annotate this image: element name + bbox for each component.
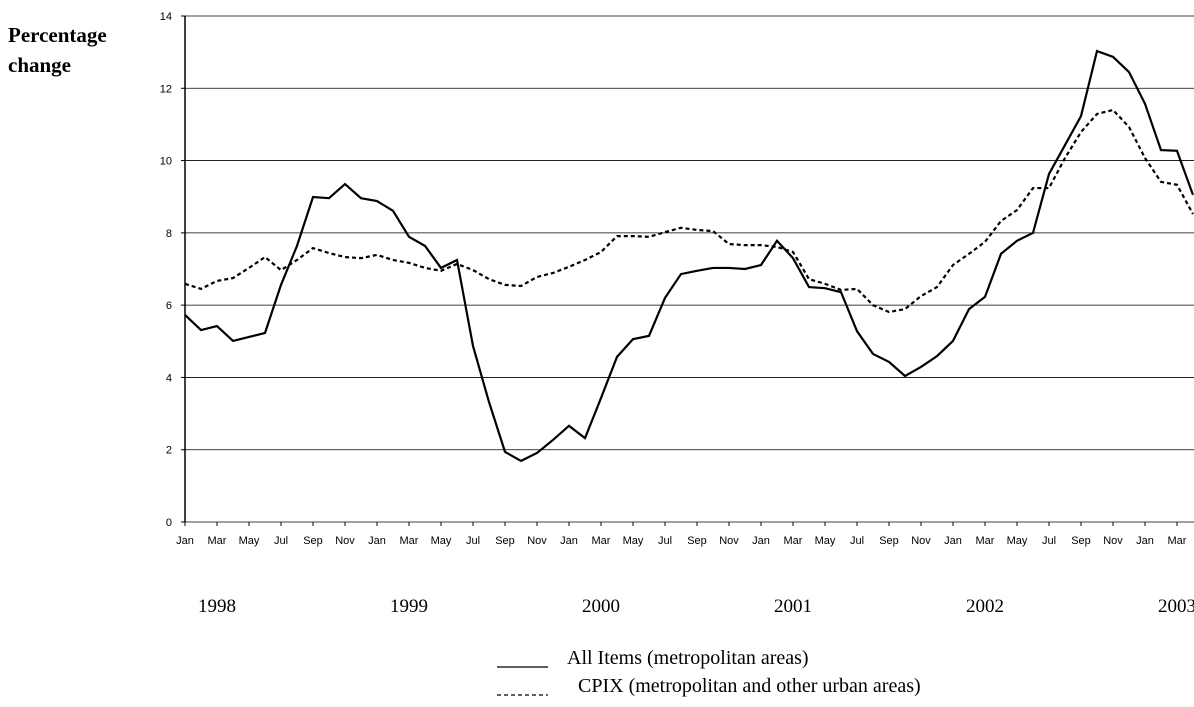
y-tick-label: 0	[166, 517, 172, 529]
x-tick-label: Sep	[879, 535, 899, 547]
series-line	[184, 108, 1194, 314]
y-tick-label: 12	[160, 83, 172, 95]
y-tick-label: 4	[166, 372, 172, 384]
x-tick-label: Jul	[658, 535, 672, 547]
x-tick-label: Jul	[274, 535, 288, 547]
x-tick-label: Nov	[911, 535, 931, 547]
x-tick-label: Mar	[1168, 535, 1187, 547]
x-tick-label: Nov	[1103, 535, 1123, 547]
x-tick-label: May	[239, 535, 260, 547]
x-tick-label: Sep	[1071, 535, 1091, 547]
y-tick-label: 10	[160, 156, 172, 168]
legend-label: All Items (metropolitan areas)	[567, 647, 809, 669]
x-tick-label: Mar	[400, 535, 419, 547]
x-tick-label: Jul	[1042, 535, 1056, 547]
y-tick-label: 2	[166, 445, 172, 457]
x-tick-label: Mar	[976, 535, 995, 547]
x-tick-label: Nov	[335, 535, 355, 547]
x-tick-label: Mar	[592, 535, 611, 547]
x-tick-label: May	[431, 535, 452, 547]
x-tick-label: Jan	[752, 535, 770, 547]
x-tick-label: May	[815, 535, 836, 547]
year-label: 2000	[582, 596, 620, 617]
y-axis-label: Percentage change	[8, 23, 107, 77]
x-tick-label: Mar	[784, 535, 803, 547]
x-tick-label: Jan	[944, 535, 962, 547]
year-label: 1998	[198, 596, 236, 617]
year-label: 2003	[1158, 596, 1194, 617]
x-tick-label: Jan	[1136, 535, 1154, 547]
y-tick-label: 8	[166, 228, 172, 240]
series-line	[184, 49, 1194, 463]
x-tick-label: Jul	[466, 535, 480, 547]
x-tick-label: Sep	[687, 535, 707, 547]
x-tick-label: May	[623, 535, 644, 547]
year-label: 2001	[774, 596, 812, 617]
y-tick-label: 14	[160, 11, 172, 23]
x-tick-label: May	[1007, 535, 1028, 547]
y-tick-label: 6	[166, 300, 172, 312]
x-tick-label: Nov	[719, 535, 739, 547]
x-tick-label: Mar	[208, 535, 227, 547]
x-tick-label: Jan	[176, 535, 194, 547]
legend-label: CPIX (metropolitan and other urban areas…	[578, 675, 921, 697]
x-tick-label: Sep	[495, 535, 515, 547]
x-tick-label: Jan	[368, 535, 386, 547]
x-tick-label: Jan	[560, 535, 578, 547]
x-tick-label: Nov	[527, 535, 547, 547]
x-tick-label: Jul	[850, 535, 864, 547]
year-label: 1999	[390, 596, 428, 617]
year-label: 2002	[966, 596, 1004, 617]
x-tick-label: Sep	[303, 535, 323, 547]
